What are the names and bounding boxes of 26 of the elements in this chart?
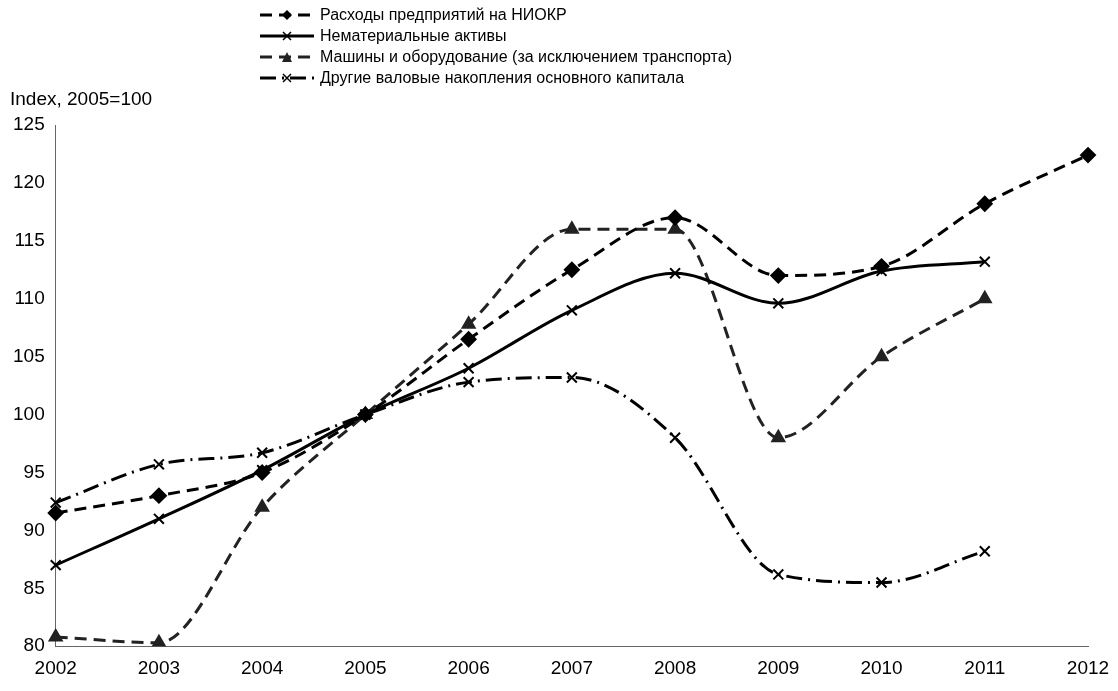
y-tick-label: 125 [13, 113, 45, 135]
y-tick-label: 120 [13, 171, 45, 193]
x-tick-label: 2010 [860, 656, 903, 678]
y-tick-label: 85 [23, 576, 45, 598]
y-tick-label: 115 [14, 229, 45, 251]
y-axis-title: Index, 2005=100 [10, 88, 153, 110]
legend-label: Другие валовые накопления основного капитала [320, 68, 685, 88]
x-tick-label: 2005 [344, 656, 387, 678]
x-tick-label: 2006 [447, 656, 490, 678]
x-tick-label: 2008 [653, 656, 697, 678]
x-tick-label: 2011 [964, 656, 1006, 678]
y-tick-label: 80 [23, 634, 45, 656]
x-tick-label: 2012 [1066, 656, 1110, 678]
y-tick-label: 110 [14, 286, 45, 308]
x-tick-label: 2004 [241, 656, 284, 678]
legend-label: Расходы предприятий на НИОКР [320, 5, 567, 25]
x-tick-label: 2007 [550, 656, 593, 678]
y-tick-label: 105 [13, 344, 45, 366]
legend-label: Нематериальные активы [320, 26, 507, 46]
x-tick-label: 2003 [137, 656, 181, 678]
x-tick-label: 2002 [34, 656, 77, 678]
y-tick-label: 90 [23, 518, 45, 540]
y-tick-label: 100 [13, 402, 45, 424]
legend-label: Машины и оборудование (за исключением транспорта) [320, 47, 732, 67]
y-tick-label: 95 [23, 460, 45, 482]
x-tick-label: 2009 [757, 656, 800, 678]
